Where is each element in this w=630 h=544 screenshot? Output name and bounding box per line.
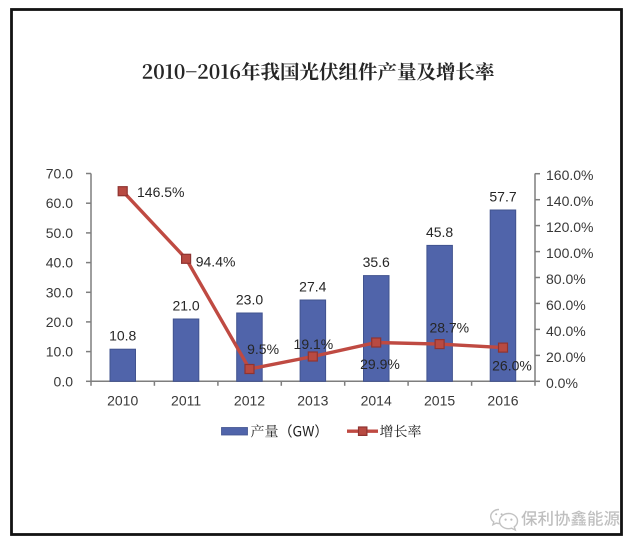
svg-text:19.1%: 19.1% [294, 336, 334, 352]
svg-text:2010: 2010 [107, 393, 138, 409]
svg-text:20.0%: 20.0% [546, 349, 586, 365]
svg-text:2012: 2012 [234, 393, 265, 409]
svg-text:2015: 2015 [424, 393, 455, 409]
svg-text:0.0%: 0.0% [546, 375, 578, 391]
svg-text:27.4: 27.4 [299, 279, 326, 295]
svg-text:40.0%: 40.0% [546, 323, 586, 339]
svg-text:30.0: 30.0 [46, 284, 73, 300]
svg-text:140.0%: 140.0% [546, 193, 593, 209]
svg-text:60.0: 60.0 [46, 195, 73, 211]
svg-text:0.0: 0.0 [54, 373, 74, 389]
svg-text:40.0: 40.0 [46, 255, 73, 271]
svg-text:160.0%: 160.0% [546, 167, 593, 183]
svg-text:28.7%: 28.7% [429, 320, 469, 336]
svg-text:57.7: 57.7 [489, 189, 516, 205]
svg-text:10.0: 10.0 [46, 344, 73, 360]
svg-text:2014: 2014 [361, 393, 392, 409]
svg-text:50.0: 50.0 [46, 225, 73, 241]
svg-text:26.0%: 26.0% [492, 358, 532, 374]
svg-text:70.0: 70.0 [46, 166, 73, 182]
svg-text:9.5%: 9.5% [247, 341, 279, 357]
svg-text:2011: 2011 [171, 393, 201, 409]
svg-text:10.8: 10.8 [109, 328, 136, 344]
svg-text:2016: 2016 [487, 393, 518, 409]
svg-text:60.0%: 60.0% [546, 297, 586, 313]
svg-text:29.9%: 29.9% [360, 356, 400, 372]
svg-text:21.0: 21.0 [172, 298, 199, 314]
svg-text:45.8: 45.8 [426, 224, 453, 240]
svg-text:2013: 2013 [297, 393, 328, 409]
svg-text:35.6: 35.6 [363, 254, 390, 270]
svg-text:23.0: 23.0 [236, 292, 263, 308]
svg-text:80.0%: 80.0% [546, 271, 586, 287]
svg-text:20.0: 20.0 [46, 314, 73, 330]
svg-text:146.5%: 146.5% [137, 184, 184, 200]
svg-text:120.0%: 120.0% [546, 219, 593, 235]
svg-text:100.0%: 100.0% [546, 245, 593, 261]
svg-text:94.4%: 94.4% [196, 253, 236, 269]
